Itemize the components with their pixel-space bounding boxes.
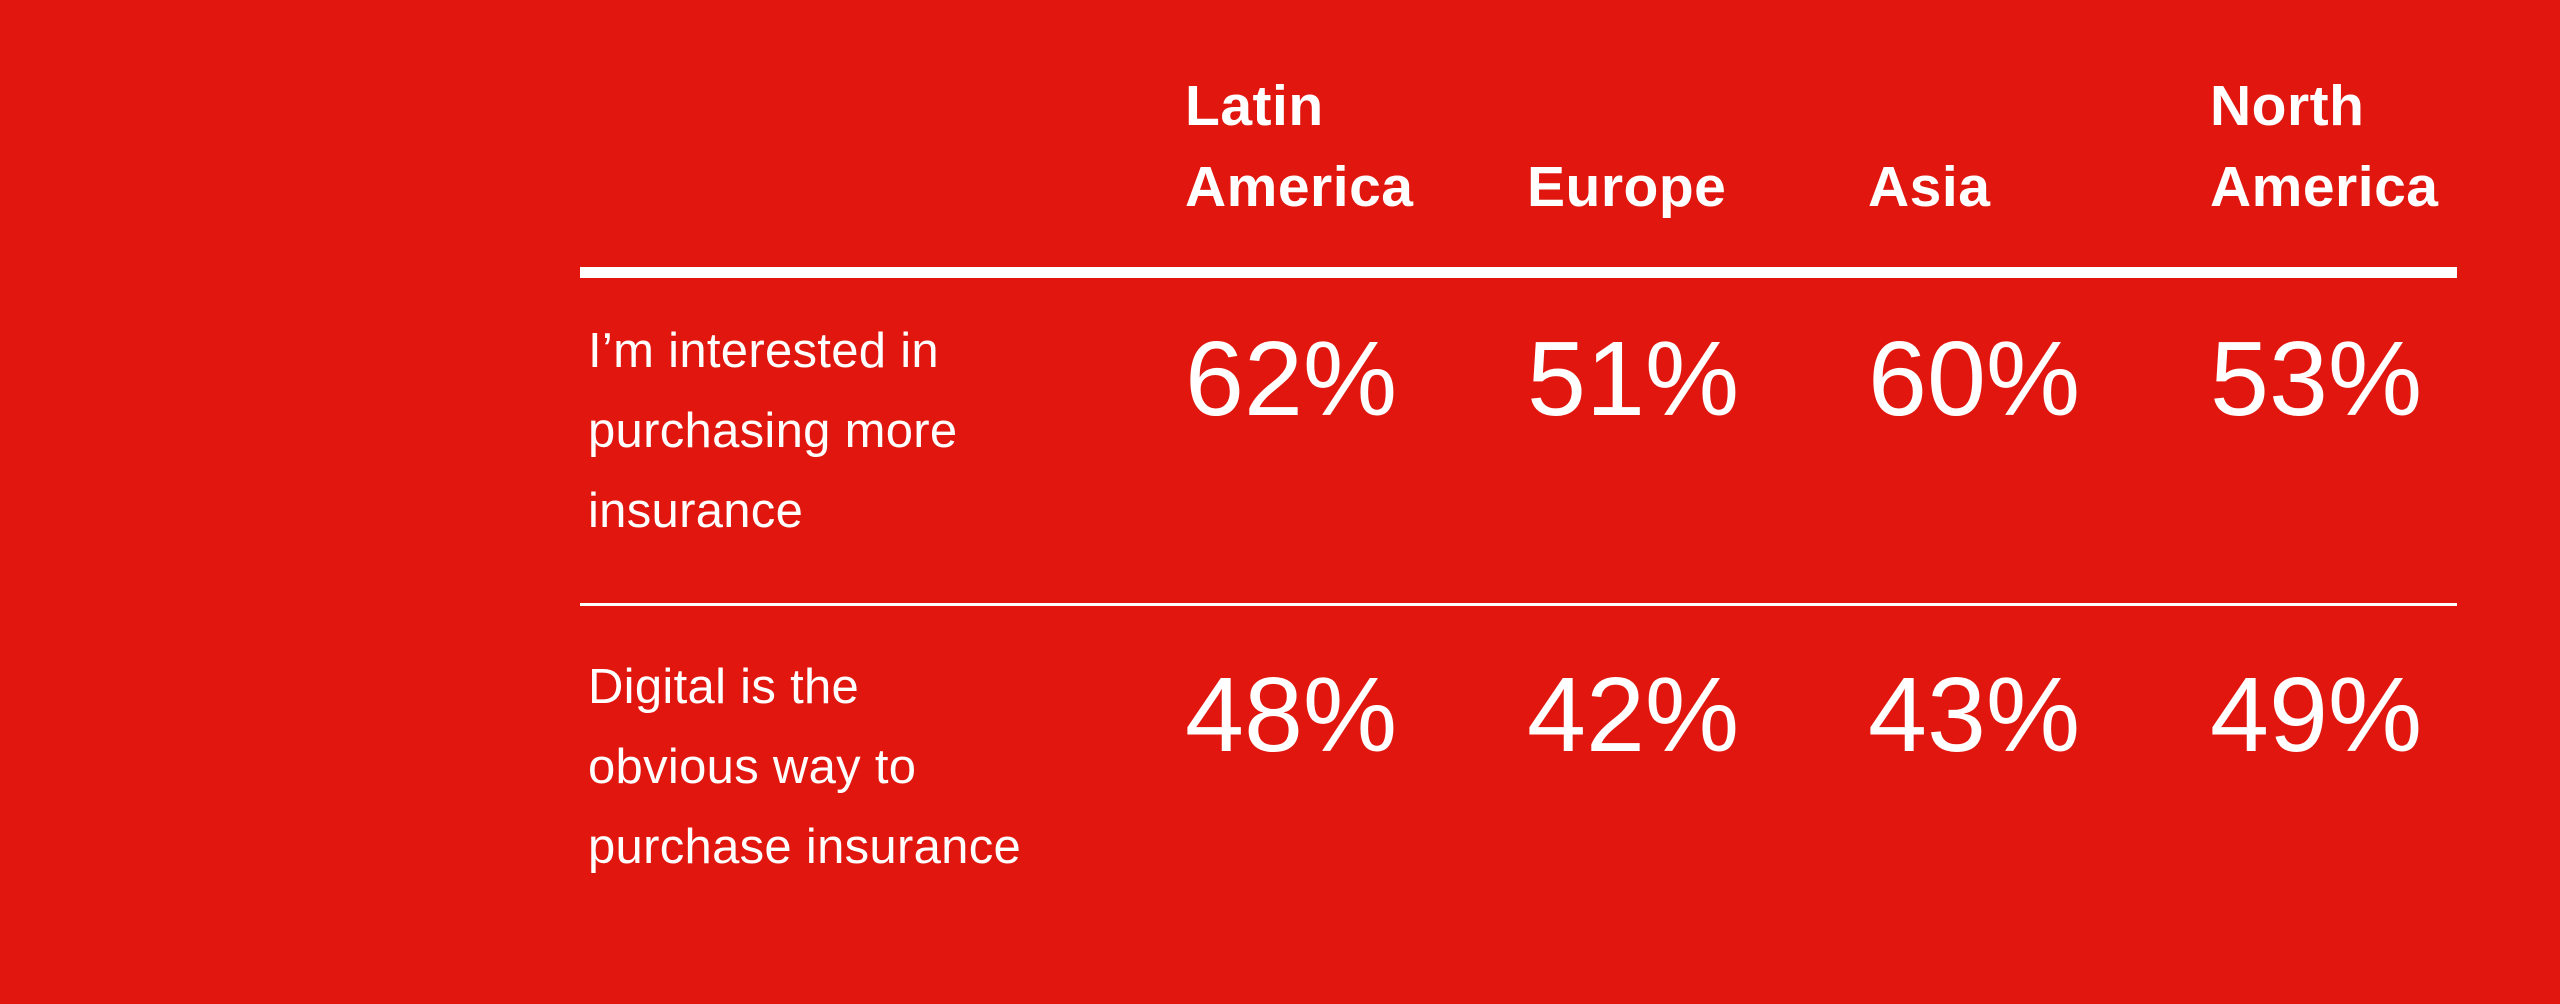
column-header-europe: Europe [1527,155,1727,219]
value-asia: 43% [1867,656,2082,774]
statistics-table: Latin America Europe Asia North America … [580,0,2457,887]
value-latin-america: 62% [1184,320,1399,438]
table-row-interested-in-purchasing: I’m interested in purchasing more insura… [580,278,2457,603]
value-latin-america: 48% [1184,656,1399,774]
row-label: I’m interested in purchasing more insura… [588,324,958,538]
row-label: Digital is the obvious way to purchase i… [588,660,1022,874]
value-north-america: 49% [2209,656,2424,774]
column-header-asia: Asia [1868,155,1991,219]
value-north-america: 53% [2209,320,2424,438]
table-header-row: Latin America Europe Asia North America [580,0,2457,278]
value-asia: 60% [1867,320,2082,438]
column-header-north-america: North America [2210,74,2439,219]
column-header-latin-america: Latin America [1185,74,1414,219]
value-europe: 42% [1526,656,1741,774]
value-europe: 51% [1526,320,1741,438]
table-row-digital-obvious-way: Digital is the obvious way to purchase i… [580,603,2457,887]
